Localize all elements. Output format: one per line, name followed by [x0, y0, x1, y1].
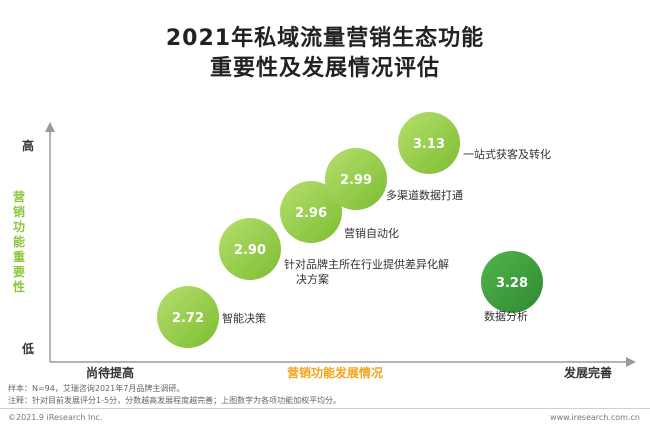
point-label-4: 多渠道数据打通 — [386, 188, 463, 202]
point-bubble-3 — [280, 181, 342, 243]
point-value-3: 2.96 — [295, 206, 327, 221]
point-bubble-2 — [219, 218, 281, 280]
point-bubble-5 — [398, 112, 460, 174]
point-label-6: 数据分析 — [484, 309, 528, 323]
sample-note: 样本：N=94，艾瑞咨询2021年7月品牌主调研。 — [8, 384, 185, 393]
chart-title-line1: 2021年私域流量营销生态功能 — [165, 26, 485, 51]
point-label-2: 针对品牌主所在行业提供差异化解决方案 — [284, 257, 449, 286]
point-bubble-1 — [157, 286, 219, 348]
x-axis-high-label: 发展完善 — [563, 365, 612, 380]
point-value-5: 3.13 — [413, 137, 445, 152]
footer-divider — [0, 408, 650, 409]
x-axis-arrow — [626, 357, 636, 367]
point-label-3: 营销自动化 — [344, 226, 399, 240]
y-axis-low-label: 低 — [21, 341, 34, 356]
annotation-note: 注释：针对目前发展评分1-5分，分数越高发展程度越完善；上图数字为各项功能加权平… — [8, 396, 342, 405]
point-value-4: 2.99 — [340, 173, 372, 188]
website-text: www.iresearch.com.cn — [550, 413, 640, 422]
y-axis-high-label: 高 — [22, 138, 34, 153]
y-axis-arrow — [45, 122, 55, 132]
x-axis-low-label: 尚待提高 — [86, 365, 134, 380]
point-label-1: 智能决策 — [222, 311, 266, 325]
point-value-1: 2.72 — [172, 311, 204, 326]
point-bubble-6 — [481, 251, 543, 313]
point-value-6: 3.28 — [496, 276, 528, 291]
y-axis-label: 营销功能重要性 — [12, 190, 25, 294]
point-value-2: 2.90 — [234, 243, 266, 258]
point-label-5: 一站式获客及转化 — [463, 147, 551, 161]
chart-title-line2: 重要性及发展情况评估 — [209, 56, 440, 81]
data-points: 2.72 智能决策 2.90 针对品牌主所在行业提供差异化解决方案 2.96 营销自动化 2… — [157, 112, 551, 348]
x-axis-label: 营销功能发展情况 — [287, 365, 383, 380]
axes — [45, 122, 636, 367]
point-bubble-4 — [325, 148, 387, 210]
copyright-text: ©2021.9 iResearch Inc. — [8, 413, 103, 422]
